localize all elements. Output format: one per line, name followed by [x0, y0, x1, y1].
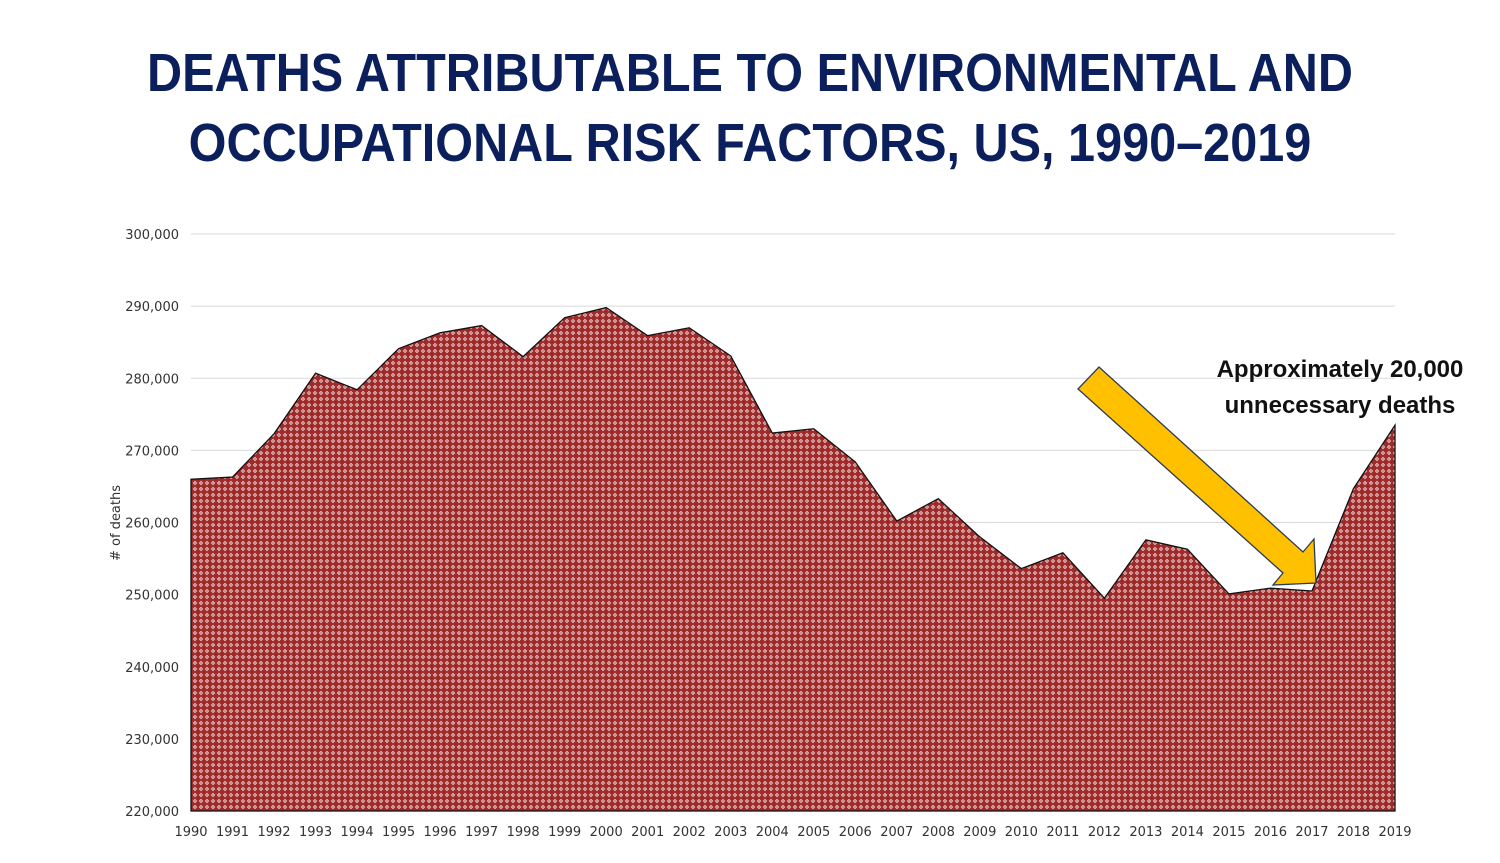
y-tick-label: 220,000 — [125, 805, 179, 820]
x-tick-label: 2017 — [1295, 825, 1328, 840]
x-tick-label: 1990 — [174, 825, 207, 840]
x-tick-label: 2019 — [1378, 825, 1411, 840]
area-series — [190, 306, 1396, 812]
arrow-icon — [1077, 366, 1317, 586]
title-line-2: OCCUPATIONAL RISK FACTORS, US, 1990–2019 — [188, 113, 1312, 173]
x-tick-label: 1997 — [465, 825, 498, 840]
title-line-1: DEATHS ATTRIBUTABLE TO ENVIRONMENTAL AND — [147, 43, 1353, 103]
annotation: Approximately 20,000 unnecessary deaths — [1170, 352, 1500, 424]
x-tick-label: 1996 — [424, 825, 457, 840]
x-tick-label: 1995 — [382, 825, 415, 840]
x-tick-label: 2013 — [1129, 825, 1162, 840]
x-tick-label: 2016 — [1254, 825, 1287, 840]
x-tick-label: 1991 — [216, 825, 249, 840]
x-tick-label: 1998 — [507, 825, 540, 840]
chart-title: DEATHS ATTRIBUTABLE TO ENVIRONMENTAL AND… — [0, 38, 1500, 178]
x-tick-label: 2006 — [839, 825, 872, 840]
x-tick-label: 2018 — [1337, 825, 1370, 840]
y-tick-label: 270,000 — [125, 444, 179, 459]
x-tick-label: 2012 — [1088, 825, 1121, 840]
annotation-line-2: unnecessary deaths — [1224, 392, 1456, 419]
x-tick-label: 2005 — [797, 825, 830, 840]
y-tick-label: 290,000 — [125, 300, 179, 315]
x-tick-label: 2004 — [756, 825, 789, 840]
y-tick-label: 260,000 — [125, 517, 179, 532]
x-tick-label: 2011 — [1046, 825, 1079, 840]
x-tick-label: 2007 — [880, 825, 913, 840]
x-tick-label: 1999 — [548, 825, 581, 840]
x-tick-label: 2008 — [922, 825, 955, 840]
x-tick-label: 2003 — [714, 825, 747, 840]
y-tick-label: 250,000 — [125, 589, 179, 604]
x-tick-label: 2015 — [1212, 825, 1245, 840]
x-tick-label: 2010 — [1005, 825, 1038, 840]
x-tick-label: 2001 — [631, 825, 664, 840]
x-tick-label: 1994 — [341, 825, 374, 840]
x-tick-label: 2002 — [673, 825, 706, 840]
x-tick-label: 1993 — [299, 825, 332, 840]
y-tick-label: 300,000 — [125, 228, 179, 243]
x-tick-label: 1992 — [257, 825, 290, 840]
y-tick-label: 230,000 — [125, 733, 179, 748]
x-tick-label: 2009 — [963, 825, 996, 840]
y-axis-label: # of deaths — [109, 485, 124, 561]
y-tick-label: 240,000 — [125, 661, 179, 676]
y-tick-label: 280,000 — [125, 372, 179, 387]
x-tick-label: 2000 — [590, 825, 623, 840]
x-tick-label: 2014 — [1171, 825, 1204, 840]
annotation-line-1: Approximately 20,000 — [1216, 356, 1464, 383]
